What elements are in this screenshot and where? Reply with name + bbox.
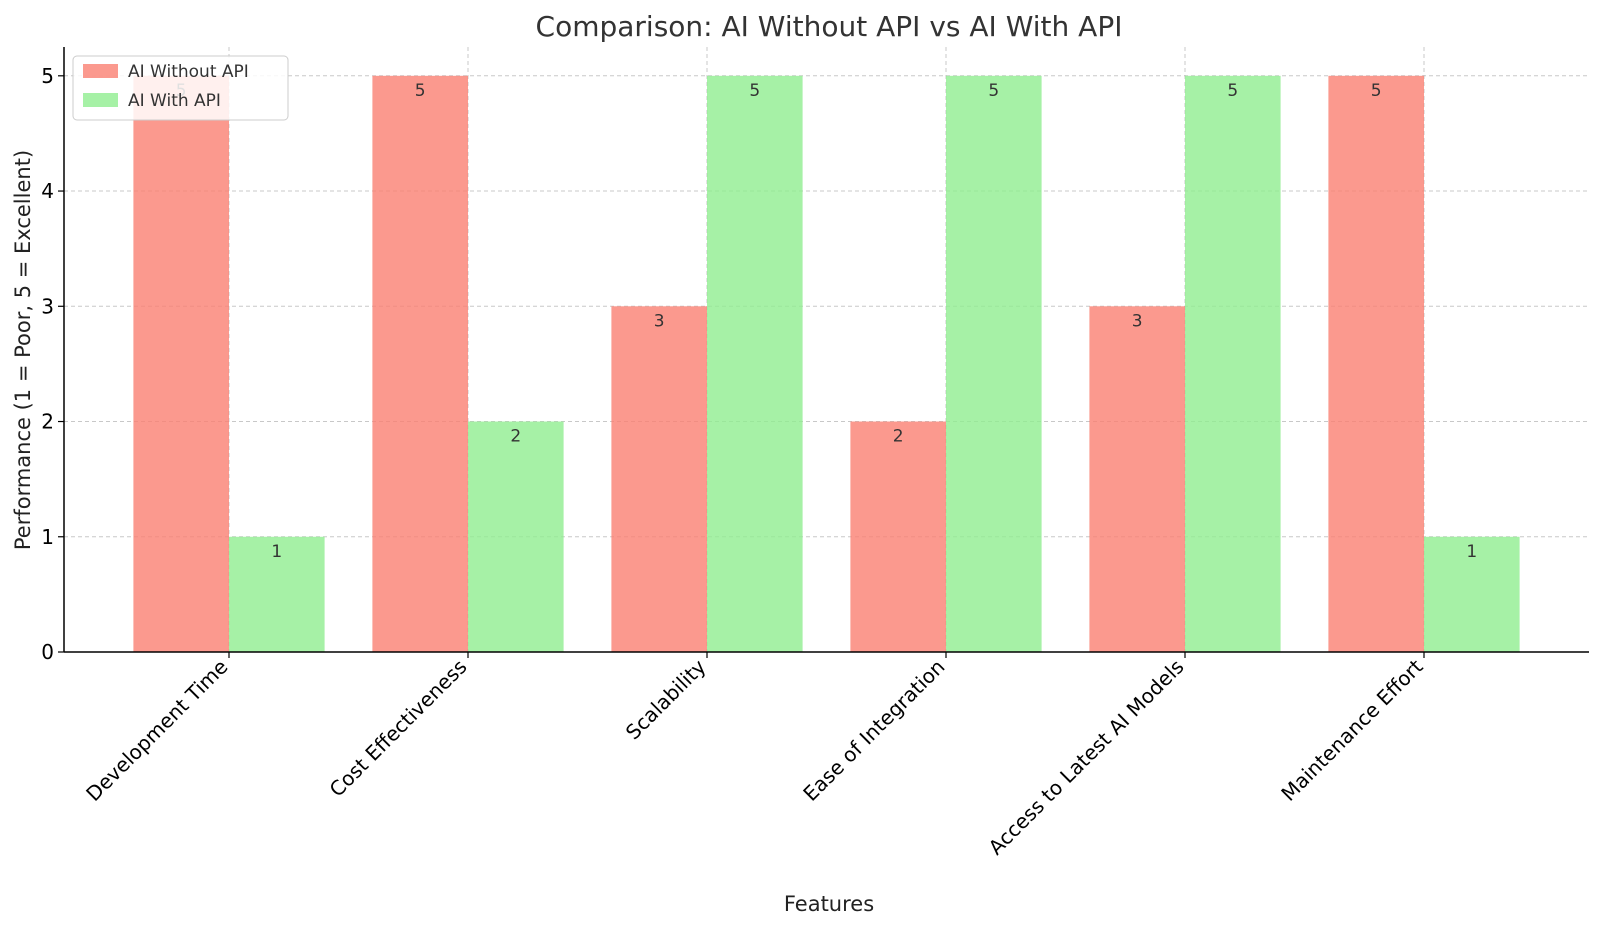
y-axis-label: Performance (1 = Poor, 5 = Excellent) [11,150,35,550]
bars [133,75,1520,653]
bar-value-label: 1 [271,542,282,562]
y-tick-labels: 0 1 2 3 4 5 [41,64,54,664]
y-tick-label: 5 [41,64,54,88]
legend-swatch [83,64,118,78]
bar-value-label: 5 [988,81,999,101]
bar-value-label: 5 [1371,81,1382,101]
bar-value-label: 5 [1227,81,1238,101]
legend-label: AI With API [128,91,221,111]
bar [1328,75,1424,653]
bar [850,421,946,652]
bar-value-label: 5 [749,81,760,101]
y-tick-label: 0 [41,640,54,664]
bar-value-label: 5 [415,81,426,101]
bar [372,75,468,653]
bar [1089,306,1185,652]
bar [133,75,229,653]
bar-value-label: 3 [654,311,665,331]
x-axis-label: Features [784,892,874,916]
bar [611,306,707,652]
axes [58,47,1589,658]
y-tick-label: 3 [41,294,54,318]
bar [707,75,803,653]
y-tick-label: 2 [41,410,54,434]
y-tick-label: 1 [41,525,54,549]
bar [1424,536,1520,652]
bar-value-label: 2 [510,427,521,447]
bar [946,75,1042,653]
legend: AI Without API AI With API [72,55,289,121]
bar-value-label: 2 [893,427,904,447]
bar-value-label: 1 [1466,542,1477,562]
legend-label: AI Without API [128,62,249,82]
bar [1185,75,1281,653]
legend-swatch [83,93,118,107]
bar [468,421,564,652]
y-tick-label: 4 [41,179,54,203]
legend-box [72,55,289,121]
bar [229,536,325,652]
chart-title: Comparison: AI Without API vs AI With AP… [536,10,1123,43]
bar-value-label: 3 [1132,311,1143,331]
